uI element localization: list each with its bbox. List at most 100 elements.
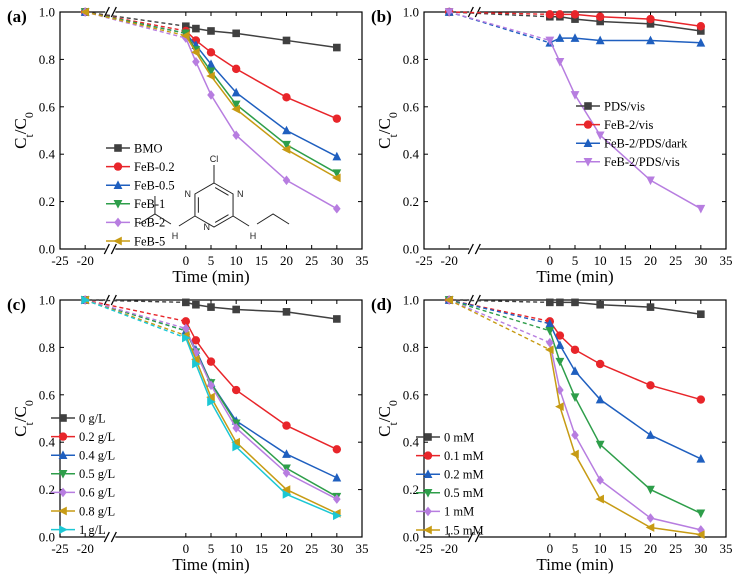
x-tick-label: 20 xyxy=(280,253,293,268)
data-point xyxy=(646,430,655,439)
data-point xyxy=(282,449,291,458)
data-point xyxy=(555,10,565,19)
data-point xyxy=(545,318,555,328)
data-point xyxy=(206,357,216,366)
data-point xyxy=(181,31,190,41)
x-tick-label: 30 xyxy=(330,253,343,268)
x-tick-label: 25 xyxy=(305,541,318,556)
x-tick-label: -25 xyxy=(51,253,68,268)
data-point xyxy=(206,71,215,81)
data-point xyxy=(232,442,241,452)
legend-label: 0.8 g/L xyxy=(79,504,115,518)
data-point xyxy=(282,93,291,102)
data-point xyxy=(182,323,190,334)
legend-marker xyxy=(583,120,593,129)
data-point xyxy=(444,8,454,17)
series-line xyxy=(549,349,701,536)
data-point xyxy=(332,472,342,482)
series-dash-segment xyxy=(85,299,186,304)
y-tick-label: 1.0 xyxy=(403,5,419,20)
y-axis-title: Ct/C0 xyxy=(11,400,36,437)
x-tick-label: 15 xyxy=(619,253,632,268)
x-tick-label: 30 xyxy=(330,541,343,556)
data-point xyxy=(231,104,240,114)
legend-label: 0 mM xyxy=(444,430,474,444)
data-point xyxy=(570,91,580,100)
data-point xyxy=(696,453,706,463)
legend: PDS/vis FeB-2/vis FeB-2/PDS/dark FeB-2/PDS/… xyxy=(576,99,688,169)
atrazine-structure-inset: Cl N N N H H xyxy=(138,154,290,241)
x-tick-label: 15 xyxy=(619,541,632,556)
bond xyxy=(256,213,290,225)
legend-marker xyxy=(113,162,123,171)
data-point xyxy=(192,300,200,309)
data-point xyxy=(207,303,215,311)
data-point xyxy=(696,530,705,540)
legend: BMO FeB-0.2 FeB-0.5 FeB-1 FeB-2 FeB-5 xyxy=(106,141,175,248)
x-axis-title: Time (min) xyxy=(536,267,613,286)
axis-break-mask xyxy=(105,8,116,16)
series-bmo xyxy=(81,8,341,52)
data-point xyxy=(206,67,216,77)
bond xyxy=(178,215,196,227)
axis-break-mark xyxy=(110,531,117,543)
data-point xyxy=(231,64,241,74)
data-point xyxy=(570,345,580,354)
data-point xyxy=(571,15,579,23)
legend-label: 0.6 g/L xyxy=(79,486,115,500)
legend-marker xyxy=(58,506,67,516)
legend: 0 mM 0.1 mM 0.2 mM 0.5 mM 1 mM 1.5 mM xyxy=(416,430,484,537)
legend-label: 0.1 mM xyxy=(444,449,484,463)
data-point xyxy=(182,333,191,343)
y-tick-label: 0.2 xyxy=(403,482,419,497)
legend-marker xyxy=(58,450,68,459)
data-point xyxy=(595,494,604,504)
x-tick-label: 20 xyxy=(644,541,657,556)
data-point xyxy=(596,17,604,26)
data-point xyxy=(595,131,605,141)
series-line xyxy=(549,323,702,460)
axis-break-mask xyxy=(469,296,480,304)
plot-frame xyxy=(423,299,727,538)
data-point xyxy=(231,437,240,447)
y-tick-label: 1.0 xyxy=(39,5,55,20)
data-point xyxy=(596,300,604,309)
data-point xyxy=(646,35,655,45)
x-tick-label: 25 xyxy=(305,253,318,268)
data-point xyxy=(332,114,342,123)
data-point xyxy=(192,24,200,33)
x-tick-label: 30 xyxy=(694,541,707,556)
data-point xyxy=(697,525,705,535)
x-tick-label: -25 xyxy=(415,253,432,268)
data-point xyxy=(696,395,706,404)
x-tick-label: 10 xyxy=(230,253,243,268)
series-line xyxy=(185,32,338,158)
data-point xyxy=(595,440,605,450)
y-tick-label: 0.0 xyxy=(403,242,419,257)
x-axis-title: Time (min) xyxy=(172,555,249,574)
legend-label: PDS/vis xyxy=(604,99,645,113)
data-point xyxy=(646,176,655,186)
series-line xyxy=(185,328,338,500)
y-axis-title: Ct/C0 xyxy=(375,400,400,437)
legend-label: 1.5 mM xyxy=(444,523,484,537)
data-point xyxy=(571,430,579,440)
data-point xyxy=(231,385,241,395)
legend-label: FeB-1 xyxy=(134,197,165,211)
data-point xyxy=(595,359,605,369)
legend-marker xyxy=(113,180,123,189)
x-tick-label: 5 xyxy=(572,253,579,268)
y-tick-label: 0.4 xyxy=(403,147,420,162)
data-point xyxy=(595,12,605,21)
chart-panel-4: -25 -20 0 5 10 15 20 25 30 35 0.0 0.2 0.4 0.6 0.8 1.0 Ti… xyxy=(371,293,733,575)
data-point xyxy=(333,203,341,214)
data-point xyxy=(282,140,291,150)
y-axis-title: Ct/C0 xyxy=(375,112,400,149)
legend-marker xyxy=(584,102,592,110)
x-tick-label: 25 xyxy=(669,541,682,556)
legend-marker xyxy=(114,144,122,152)
y-tick-label: 0.4 xyxy=(403,435,420,450)
data-point xyxy=(81,295,90,305)
data-point xyxy=(545,327,555,336)
series-dash-segment xyxy=(85,299,186,323)
